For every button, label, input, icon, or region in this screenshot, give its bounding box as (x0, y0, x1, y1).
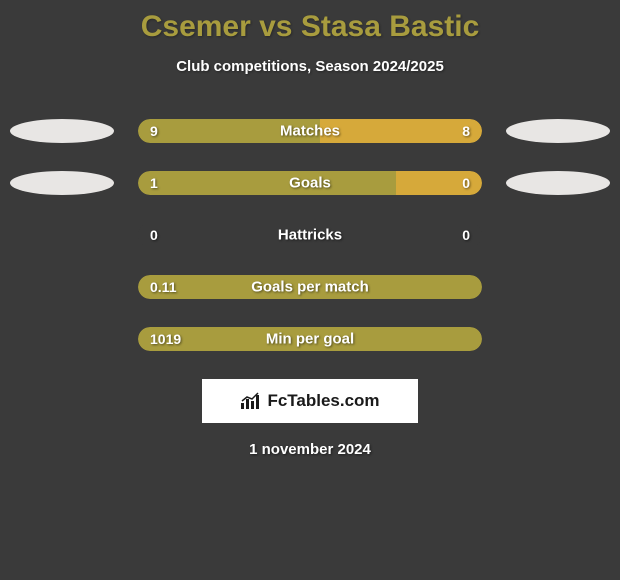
stat-bar-track: 9 8 Matches (138, 119, 482, 143)
stat-value-left: 0 (150, 227, 158, 243)
date-text: 1 november 2024 (0, 441, 620, 458)
stat-label: Goals per match (251, 279, 369, 296)
stat-row: 0 0 Hattricks (0, 223, 620, 247)
avatar-placeholder (10, 223, 114, 247)
stat-row: 9 8 Matches (0, 119, 620, 143)
stat-bar-left (138, 171, 396, 195)
stat-value-right: 0 (462, 175, 470, 191)
avatar-placeholder (506, 223, 610, 247)
stat-value-left: 1019 (150, 331, 181, 347)
stats-rows: 9 8 Matches 1 0 Goals 0 0 Hattricks 0.11 Goals per… (0, 119, 620, 351)
stat-row: 0.11 Goals per match (0, 275, 620, 299)
stat-bar-track: 0 0 Hattricks (138, 223, 482, 247)
stat-bar-right (320, 119, 482, 143)
logo-text: FcTables.com (267, 391, 379, 411)
stat-value-right: 0 (462, 227, 470, 243)
stat-bar-track: 0.11 Goals per match (138, 275, 482, 299)
bar-chart-icon (240, 392, 262, 410)
logo-box: FcTables.com (202, 379, 418, 423)
stat-row: 1019 Min per goal (0, 327, 620, 351)
stat-value-left: 1 (150, 175, 158, 191)
stat-bar-track: 1019 Min per goal (138, 327, 482, 351)
player-avatar-left (10, 119, 114, 143)
player-avatar-right (506, 119, 610, 143)
stat-label: Goals (289, 175, 331, 192)
player-avatar-left (10, 171, 114, 195)
stat-label: Hattricks (278, 227, 342, 244)
page-title: Csemer vs Stasa Bastic (0, 0, 620, 44)
avatar-placeholder (10, 275, 114, 299)
stat-value-left: 0.11 (150, 279, 176, 295)
player-avatar-right (506, 171, 610, 195)
stat-label: Matches (280, 123, 340, 140)
stat-row: 1 0 Goals (0, 171, 620, 195)
avatar-placeholder (506, 275, 610, 299)
stat-bar-track: 1 0 Goals (138, 171, 482, 195)
avatar-placeholder (506, 327, 610, 351)
stat-value-right: 8 (462, 123, 470, 139)
avatar-placeholder (10, 327, 114, 351)
stat-label: Min per goal (266, 331, 354, 348)
stat-value-left: 9 (150, 123, 158, 139)
subtitle: Club competitions, Season 2024/2025 (0, 58, 620, 75)
